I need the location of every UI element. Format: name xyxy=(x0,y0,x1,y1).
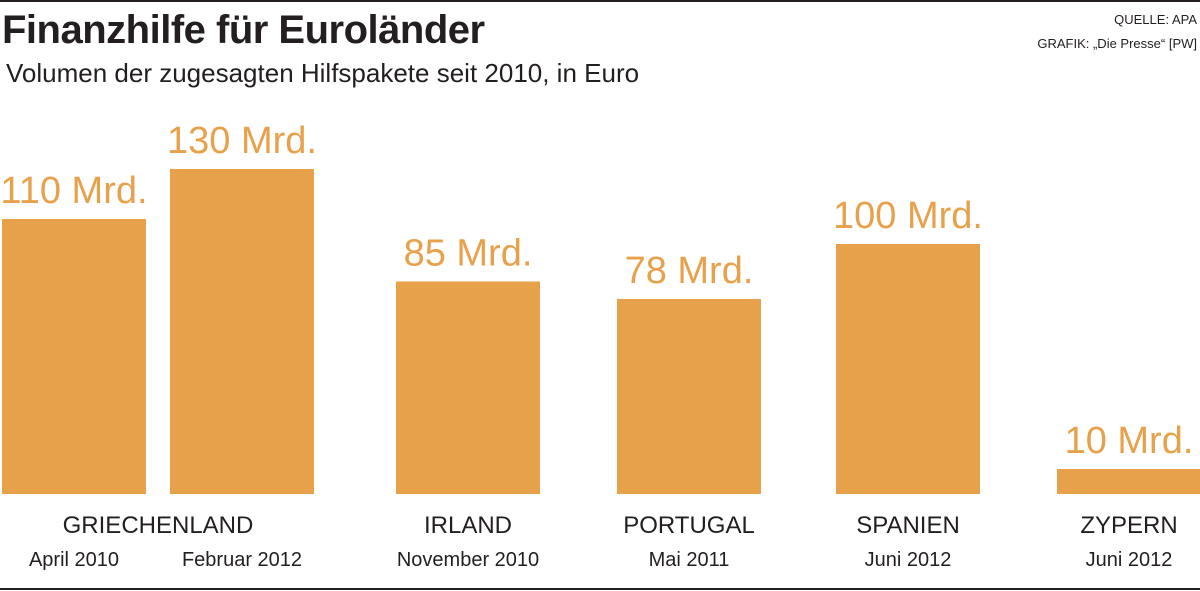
chart-subtitle: Volumen der zugesagten Hilfspakete seit … xyxy=(6,58,640,88)
date-label-3: Mai 2011 xyxy=(649,549,730,571)
country-label-griechenland: GRIECHENLAND xyxy=(63,512,254,539)
bar-2 xyxy=(396,281,540,494)
bottom-rule xyxy=(0,588,1200,590)
value-label-4: 100 Mrd. xyxy=(833,195,983,237)
bar-0 xyxy=(2,219,146,494)
date-label-5: Juni 2012 xyxy=(1086,549,1173,571)
graphic-credit: GRAFIK: „Die Presse“ [PW] xyxy=(1037,36,1197,51)
country-label-spanien: SPANIEN xyxy=(856,512,960,539)
value-label-2: 85 Mrd. xyxy=(404,233,533,275)
bar-5 xyxy=(1057,469,1200,494)
value-label-3: 78 Mrd. xyxy=(625,250,754,292)
country-label-irland: IRLAND xyxy=(424,512,512,539)
country-label-zypern: ZYPERN xyxy=(1080,512,1177,539)
bar-1 xyxy=(170,169,314,494)
top-rule xyxy=(0,0,1200,2)
country-label-portugal: PORTUGAL xyxy=(623,512,755,539)
value-label-0: 110 Mrd. xyxy=(0,170,147,212)
date-label-1: Februar 2012 xyxy=(182,549,302,571)
source-credit: QUELLE: APA xyxy=(1114,12,1197,27)
bar-4 xyxy=(836,244,980,494)
date-label-0: April 2010 xyxy=(29,549,119,571)
value-label-5: 10 Mrd. xyxy=(1065,420,1194,462)
value-label-1: 130 Mrd. xyxy=(167,120,317,162)
date-label-2: November 2010 xyxy=(397,549,539,571)
chart-title: Finanzhilfe für Euroländer xyxy=(2,8,485,52)
bar-3 xyxy=(617,299,761,494)
date-label-4: Juni 2012 xyxy=(865,549,952,571)
